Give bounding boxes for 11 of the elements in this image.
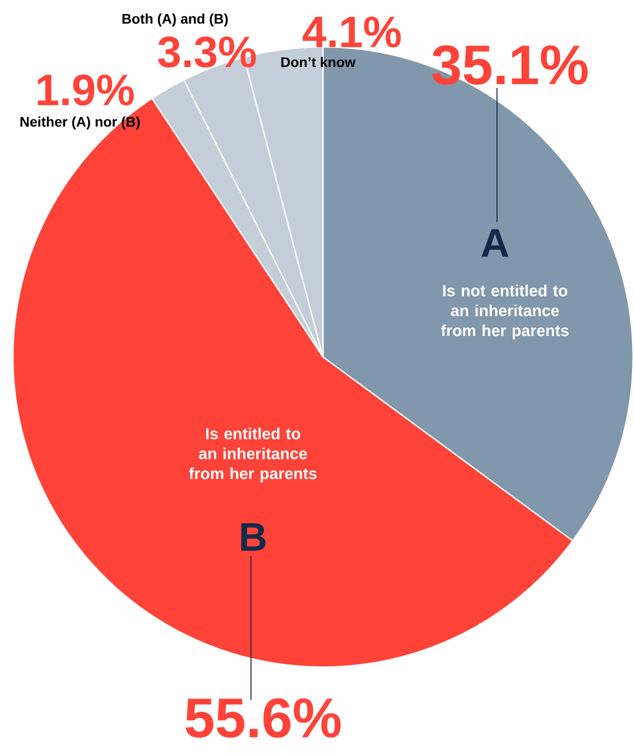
data-label: 55.6%	[186, 698, 341, 738]
slice-label: Is entitled to an inheritance from her parents	[189, 428, 317, 482]
text: A	[482, 229, 508, 257]
data-label: 4.1%	[302, 16, 401, 48]
data-label: 1.9%	[38, 74, 134, 106]
text: B	[241, 523, 266, 551]
data-label: 3.3%	[158, 36, 256, 68]
data-label: 35.1%	[432, 45, 588, 85]
slice-label: Both (A) and (B)	[122, 13, 228, 26]
slice-label: Is not entitled to an inheritance from her parents	[441, 284, 569, 340]
slice-label: Neither (A) nor (B)	[20, 116, 140, 130]
